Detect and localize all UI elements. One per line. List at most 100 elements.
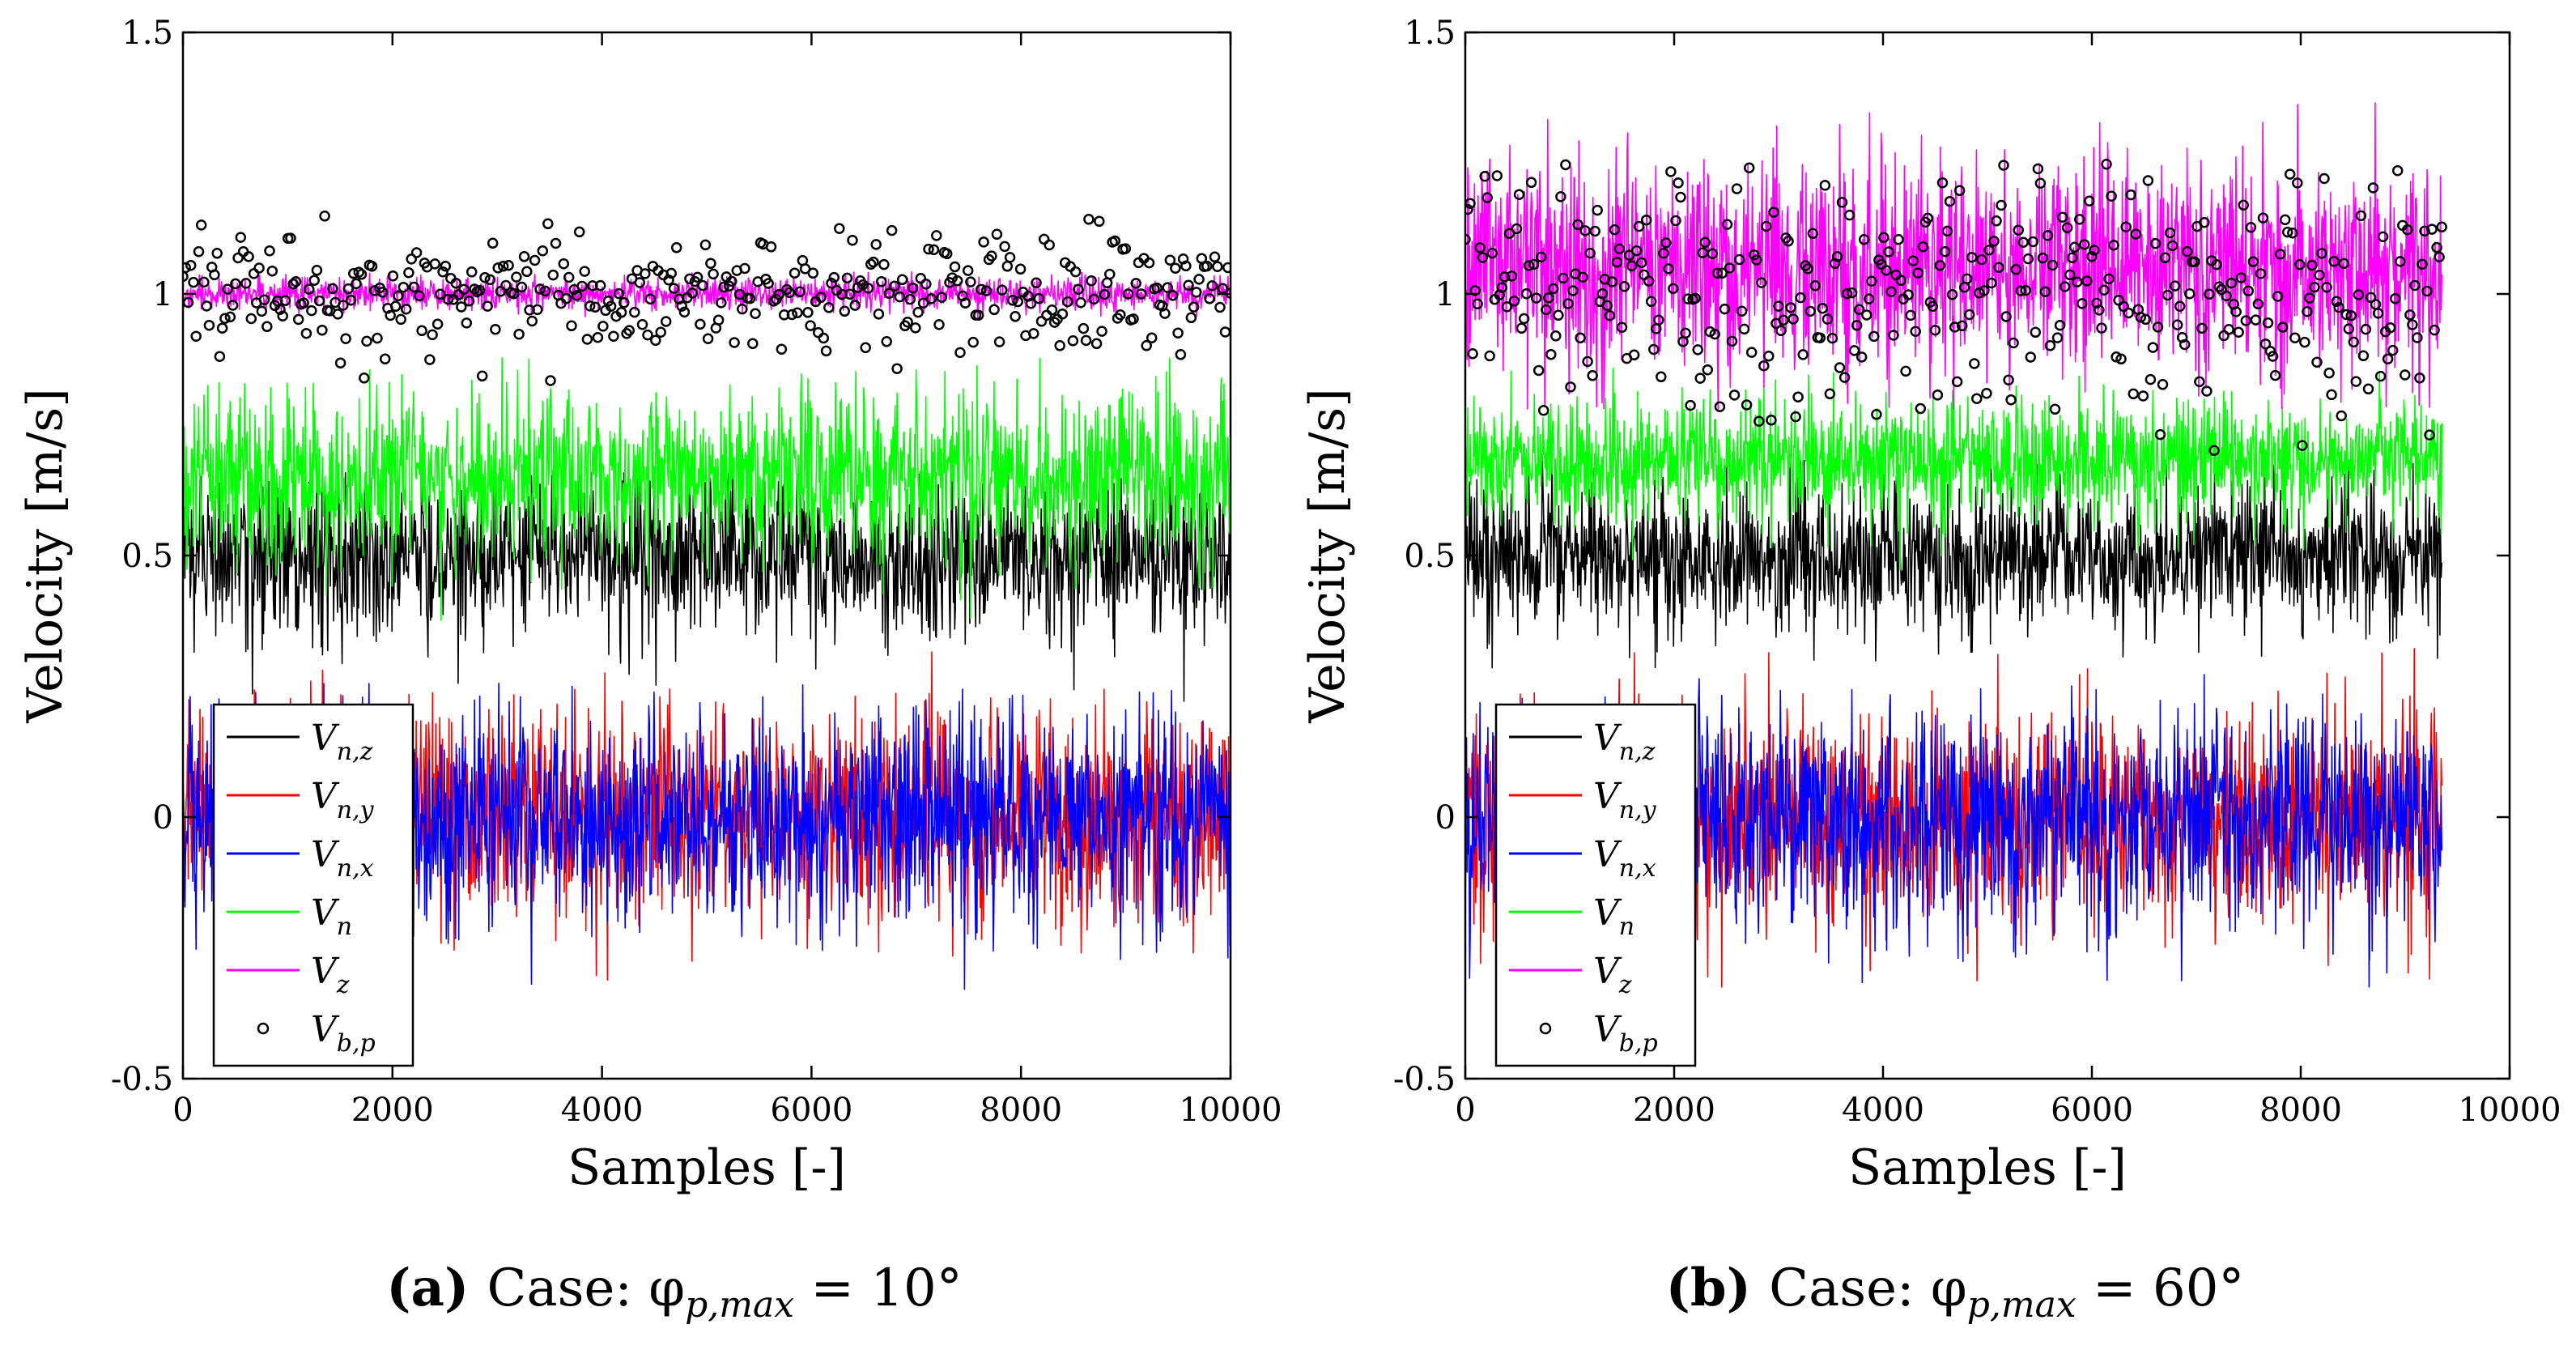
data-point-v-b-p <box>1465 233 1471 245</box>
data-point-v-b-p <box>1711 267 1724 279</box>
data-point-v-b-p <box>1109 235 1121 247</box>
data-point-v-b-p <box>2145 373 2157 385</box>
legend-label: Vn,x <box>311 834 374 883</box>
data-point-v-b-p <box>933 319 945 330</box>
data-point-v-b-p <box>815 292 827 303</box>
data-point-v-b-p <box>1936 177 1949 189</box>
data-point-v-b-p <box>2225 277 2237 289</box>
data-point-v-b-p <box>1012 296 1024 308</box>
data-point-v-b-p <box>277 310 288 321</box>
data-point-v-b-p <box>450 277 462 289</box>
data-point-v-b-p <box>2328 256 2340 267</box>
data-point-v-b-p <box>708 268 719 280</box>
data-point-v-b-p <box>2189 256 2200 268</box>
data-point-v-b-p <box>319 211 330 222</box>
data-point-v-b-p <box>778 309 790 321</box>
data-point-v-b-p <box>1508 296 1520 307</box>
data-point-v-b-p <box>2294 259 2306 270</box>
data-point-v-b-p <box>1656 371 1667 383</box>
data-point-v-b-p <box>387 270 399 282</box>
data-point-v-b-p <box>1532 364 1545 377</box>
x-tick-label: 0 <box>172 1092 193 1129</box>
data-point-v-b-p <box>2066 252 2078 264</box>
data-point-v-b-p <box>2089 245 2100 256</box>
data-point-v-b-p <box>1939 245 1951 258</box>
data-point-v-b-p <box>2319 172 2330 185</box>
data-point-v-b-p <box>1922 212 1934 224</box>
data-point-v-b-p <box>406 253 417 265</box>
x-tick-label: 10000 <box>2458 1092 2561 1129</box>
data-point-v-b-p <box>469 283 480 295</box>
series-markers-v-b-p <box>1465 159 2447 457</box>
data-point-v-b-p <box>2233 326 2244 338</box>
data-point-v-b-p <box>306 304 317 317</box>
data-point-v-b-p <box>1851 320 1863 331</box>
data-point-v-b-p <box>1496 282 1508 293</box>
data-point-v-b-p <box>414 290 425 302</box>
data-point-v-b-p <box>317 324 328 336</box>
data-point-v-b-p <box>2238 199 2250 211</box>
data-point-v-b-p <box>695 318 706 330</box>
data-point-v-b-p <box>1640 214 1652 226</box>
data-point-v-b-p <box>2338 258 2349 270</box>
data-point-v-b-p <box>618 297 630 309</box>
data-point-v-b-p <box>1929 324 1941 336</box>
legend-label: Vb,p <box>1593 1009 1658 1058</box>
data-point-v-b-p <box>2147 342 2159 353</box>
data-point-v-b-p <box>537 245 549 257</box>
data-point-v-b-p <box>2355 210 2367 222</box>
data-point-v-b-p <box>1515 322 1528 334</box>
data-point-v-b-p <box>1900 365 1911 377</box>
data-point-v-b-p <box>1062 296 1073 308</box>
data-point-v-b-p <box>224 311 236 323</box>
data-point-v-b-p <box>2304 292 2315 304</box>
data-point-v-b-p <box>2149 237 2162 249</box>
data-point-v-b-p <box>279 295 291 306</box>
data-point-v-b-p <box>1753 415 1765 427</box>
data-point-v-b-p <box>868 256 879 268</box>
data-point-v-b-p <box>2250 314 2262 326</box>
data-point-v-b-p <box>2184 287 2196 300</box>
data-point-v-b-p <box>400 303 412 315</box>
legend-marker <box>1539 1022 1552 1035</box>
data-point-v-b-p <box>623 325 635 336</box>
data-point-v-b-p <box>1025 297 1037 309</box>
data-point-v-b-p <box>1692 344 1703 356</box>
data-point-v-b-p <box>2174 300 2186 313</box>
data-point-v-b-p <box>1503 228 1515 240</box>
data-point-v-b-p <box>849 300 861 311</box>
data-point-v-b-p <box>1864 293 1875 304</box>
data-point-v-b-p <box>2049 403 2061 415</box>
data-point-v-b-p <box>1848 345 1860 356</box>
data-point-v-b-p <box>907 283 919 294</box>
data-point-v-b-p <box>2336 410 2347 422</box>
x-tick-label: 4000 <box>561 1092 644 1129</box>
data-point-v-b-p <box>1486 247 1498 259</box>
data-point-v-b-p <box>351 278 362 290</box>
data-point-v-b-p <box>539 285 551 297</box>
data-point-v-b-p <box>1004 252 1016 263</box>
data-point-v-b-p <box>794 286 806 297</box>
data-point-v-b-p <box>988 304 1000 316</box>
data-point-v-b-p <box>923 243 934 255</box>
data-point-v-b-p <box>513 328 525 340</box>
data-point-v-b-p <box>1787 313 1799 325</box>
data-point-v-b-p <box>1633 220 1645 232</box>
data-point-v-b-p <box>2314 269 2325 281</box>
data-point-v-b-p <box>878 258 890 270</box>
data-point-v-b-p <box>2223 324 2234 335</box>
data-point-v-b-p <box>687 287 698 299</box>
data-point-v-b-p <box>1035 316 1048 327</box>
data-point-v-b-p <box>1498 271 1511 283</box>
data-point-v-b-p <box>1151 282 1163 294</box>
data-point-v-b-p <box>2426 224 2438 235</box>
data-point-v-b-p <box>1191 287 1202 298</box>
data-point-v-b-p <box>227 300 239 311</box>
data-point-v-b-p <box>408 281 420 293</box>
data-point-v-b-p <box>1648 343 1660 356</box>
data-point-v-b-p <box>198 276 210 288</box>
data-point-v-b-p <box>1790 411 1801 423</box>
data-point-v-b-p <box>1665 166 1677 177</box>
data-point-v-b-p <box>497 260 509 272</box>
y-tick-label: 1.5 <box>121 15 173 52</box>
